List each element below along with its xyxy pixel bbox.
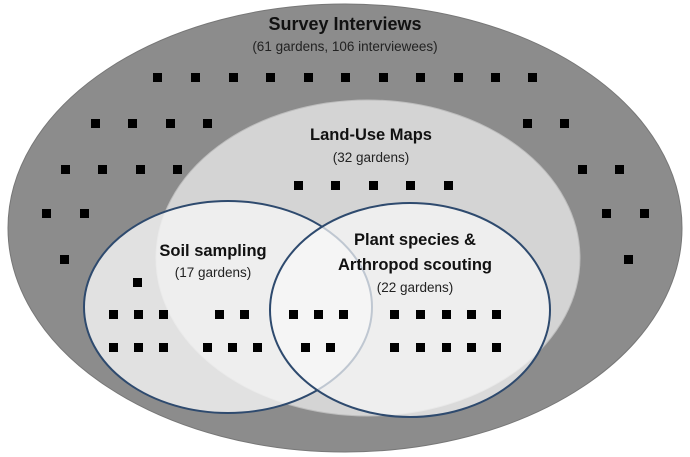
garden-marker (60, 255, 69, 264)
garden-marker (492, 343, 501, 352)
garden-marker (369, 181, 378, 190)
garden-marker (173, 165, 182, 174)
garden-marker (326, 343, 335, 352)
garden-marker (416, 343, 425, 352)
garden-marker (560, 119, 569, 128)
garden-marker (42, 209, 51, 218)
garden-marker (134, 310, 143, 319)
garden-marker (467, 310, 476, 319)
garden-marker (166, 119, 175, 128)
garden-marker (80, 209, 89, 218)
garden-marker (289, 310, 298, 319)
garden-marker (314, 310, 323, 319)
soil-subtitle: (17 gardens) (175, 265, 252, 280)
garden-marker (133, 278, 142, 287)
garden-marker (331, 181, 340, 190)
garden-marker (109, 343, 118, 352)
garden-marker (229, 73, 238, 82)
soil-title: Soil sampling (159, 242, 266, 260)
garden-marker (492, 310, 501, 319)
garden-marker (98, 165, 107, 174)
garden-marker (442, 343, 451, 352)
garden-marker (379, 73, 388, 82)
garden-marker (467, 343, 476, 352)
garden-marker (215, 310, 224, 319)
garden-marker (301, 343, 310, 352)
plants-title-line2: Arthropod scouting (338, 256, 492, 274)
garden-marker (416, 73, 425, 82)
garden-marker (528, 73, 537, 82)
garden-marker (523, 119, 532, 128)
garden-marker (615, 165, 624, 174)
garden-marker (266, 73, 275, 82)
garden-marker (136, 165, 145, 174)
garden-marker (602, 209, 611, 218)
garden-marker (91, 119, 100, 128)
garden-marker (341, 73, 350, 82)
garden-marker (203, 119, 212, 128)
garden-marker (128, 119, 137, 128)
garden-marker (406, 181, 415, 190)
garden-marker (159, 343, 168, 352)
garden-marker (624, 255, 633, 264)
garden-marker (159, 310, 168, 319)
land-use-title: Land-Use Maps (310, 126, 432, 144)
garden-marker (294, 181, 303, 190)
garden-markers (42, 73, 649, 352)
garden-marker (134, 343, 143, 352)
garden-marker (240, 310, 249, 319)
plants-title-line1: Plant species & (354, 231, 476, 249)
garden-marker (304, 73, 313, 82)
plants-subtitle: (22 gardens) (377, 280, 454, 295)
garden-marker (578, 165, 587, 174)
garden-marker (640, 209, 649, 218)
garden-marker (444, 181, 453, 190)
garden-marker (390, 343, 399, 352)
garden-marker (153, 73, 162, 82)
garden-marker (228, 343, 237, 352)
garden-marker (339, 310, 348, 319)
garden-marker (491, 73, 500, 82)
garden-marker (454, 73, 463, 82)
garden-marker (416, 310, 425, 319)
land-use-subtitle: (32 gardens) (333, 150, 410, 165)
garden-marker (109, 310, 118, 319)
garden-marker (191, 73, 200, 82)
garden-marker (442, 310, 451, 319)
garden-marker (390, 310, 399, 319)
survey-title: Survey Interviews (268, 14, 421, 34)
plant-arthropod-ellipse (269, 202, 551, 418)
garden-marker (253, 343, 262, 352)
garden-marker (61, 165, 70, 174)
garden-marker (203, 343, 212, 352)
survey-subtitle: (61 gardens, 106 interviewees) (252, 39, 437, 54)
